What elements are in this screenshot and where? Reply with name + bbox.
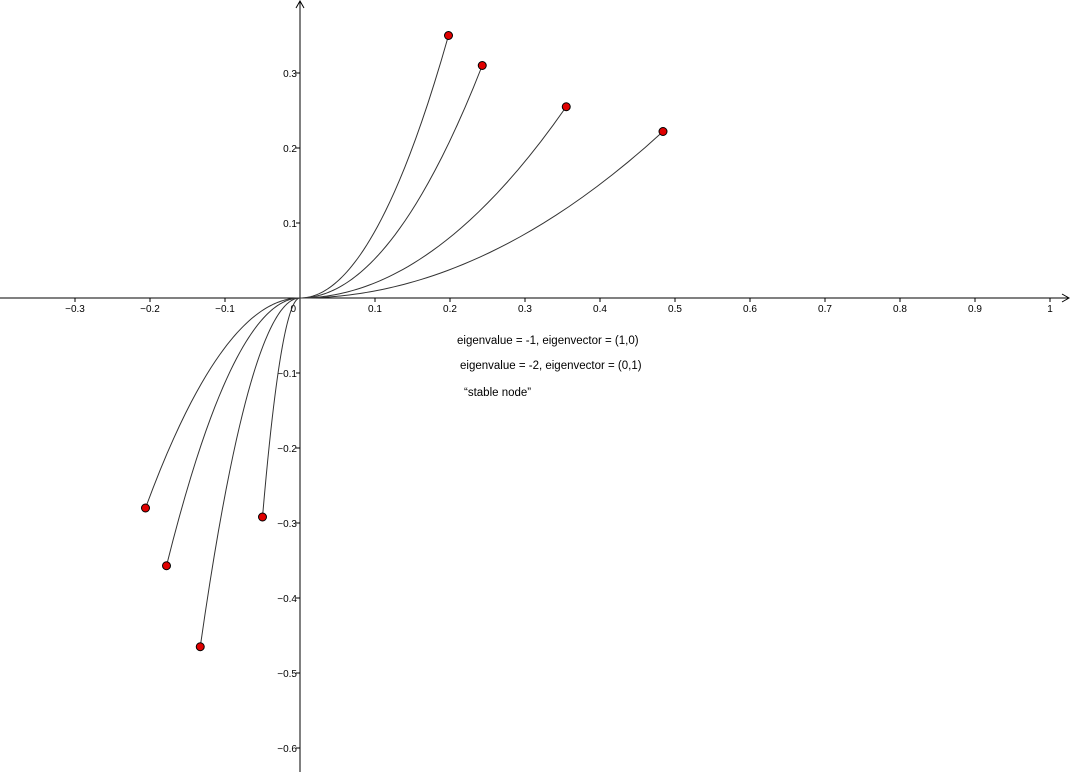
initial-point: [658, 127, 668, 136]
initial-point: [141, 503, 150, 513]
y-tick-label: −0.5: [277, 669, 297, 680]
initial-point: [444, 31, 453, 40]
y-tick-label: −0.1: [277, 369, 297, 380]
x-tick-label: −0.2: [140, 304, 160, 315]
trajectory-curve: [300, 131, 664, 299]
y-tick-label: −0.2: [277, 444, 297, 455]
y-tick-label: 0.3: [283, 69, 297, 80]
y-tick-label: −0.6: [277, 744, 297, 755]
origin-label: 0: [290, 304, 296, 315]
x-tick-label: 0.8: [893, 304, 907, 315]
x-tick-label: 0.1: [368, 304, 382, 315]
initial-point: [258, 512, 267, 522]
eigen-annotation-2: eigenvalue = -2, eigenvector = (0,1): [460, 360, 642, 372]
eigen-annotation-1: eigenvalue = -1, eigenvector = (1,0): [457, 335, 639, 347]
y-axis-arrow: [295, 0, 305, 9]
x-tick-label: −0.3: [65, 304, 85, 315]
trajectory-curve: [262, 297, 301, 518]
y-tick-label: −0.3: [277, 519, 297, 530]
x-tick-label: 0.9: [968, 304, 982, 315]
x-tick-label: 0.7: [818, 304, 832, 315]
x-tick-label: 0.5: [668, 304, 682, 315]
trajectory-curve: [300, 106, 567, 299]
tick-labels: −0.3 −0.2 −0.1 0.1 0.2 0.3 0.4 0.5 0.6 0.7 0.8 0.9 1…: [65, 69, 1053, 755]
x-tick-label: 0.6: [743, 304, 757, 315]
y-tick-label: 0.1: [283, 219, 297, 230]
initial-point: [162, 561, 171, 571]
y-tick-label: −0.4: [277, 594, 297, 605]
x-tick-label: −0.1: [215, 304, 235, 315]
initial-point: [561, 102, 571, 112]
x-tick-label: 0.4: [593, 304, 607, 315]
x-tick-label: 1: [1047, 304, 1053, 315]
x-tick-label: 0.2: [443, 304, 457, 315]
initial-points: [141, 31, 668, 652]
trajectory-curve: [300, 65, 483, 299]
trajectory-curve: [145, 297, 300, 509]
initial-point: [477, 61, 487, 70]
stable-node-label: “stable node”: [464, 387, 532, 399]
trajectory-curve: [300, 35, 449, 299]
y-tick-label: 0.2: [283, 144, 297, 155]
x-axis-arrow: [1061, 293, 1071, 303]
x-tick-label: 0.3: [518, 304, 532, 315]
initial-point: [195, 642, 205, 652]
trajectory-curves: [145, 35, 664, 647]
